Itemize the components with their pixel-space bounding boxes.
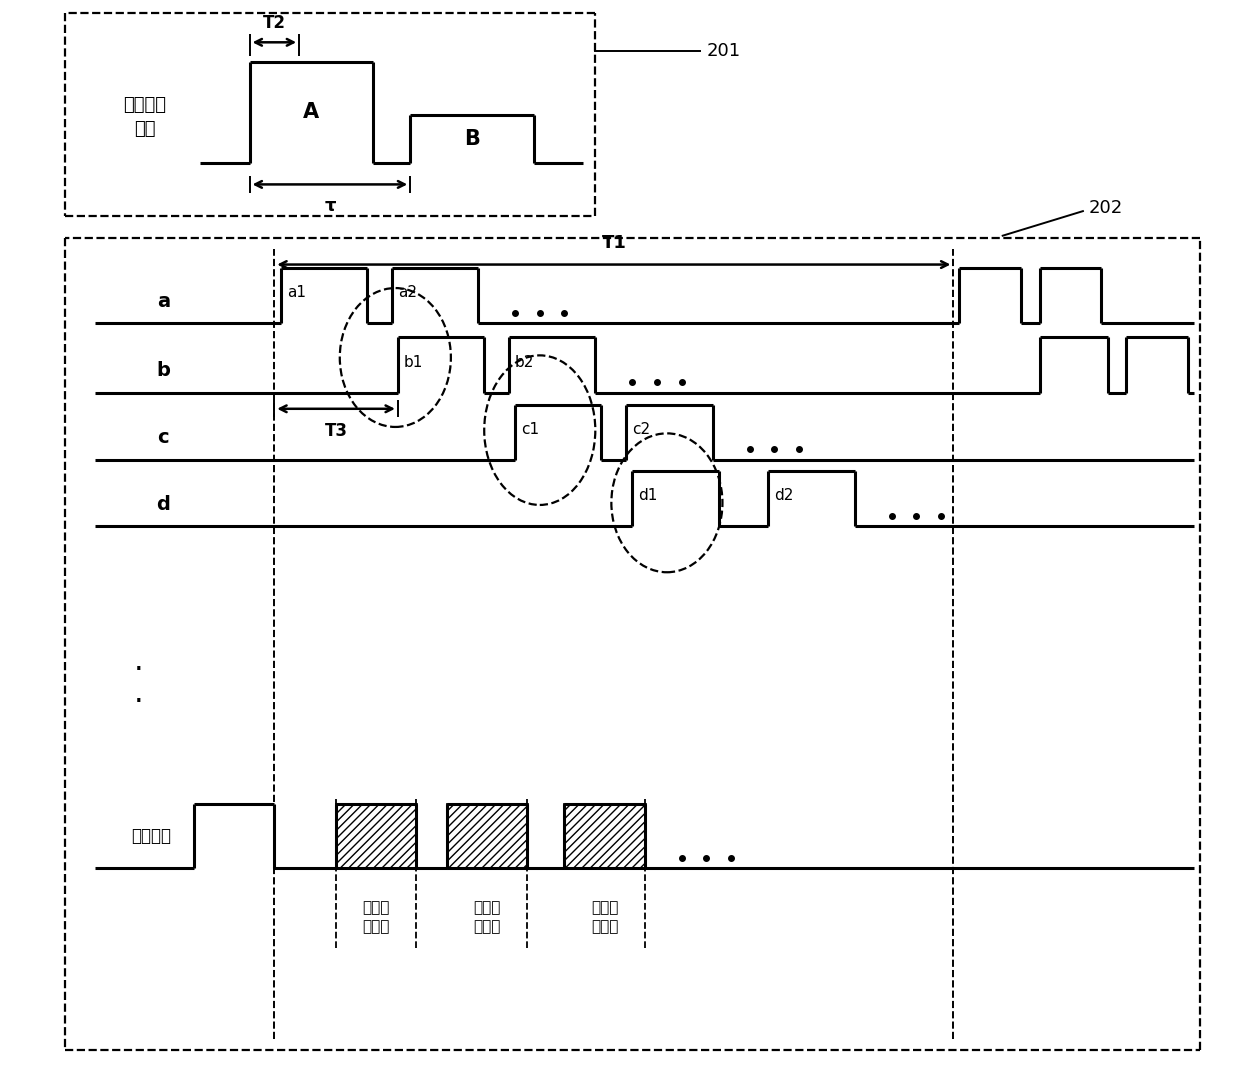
Text: d1: d1	[639, 489, 658, 504]
Text: d: d	[156, 495, 170, 513]
Text: ·: ·	[134, 656, 144, 685]
Text: B: B	[464, 129, 480, 149]
Text: a: a	[156, 291, 170, 310]
Text: 201: 201	[707, 42, 740, 60]
Text: 第三扰
动信号: 第三扰 动信号	[591, 900, 619, 934]
Text: b: b	[156, 361, 170, 380]
Text: ·: ·	[134, 688, 144, 717]
Text: T2: T2	[263, 14, 286, 31]
Bar	[448, 804, 527, 868]
Text: c: c	[157, 429, 169, 448]
Text: c2: c2	[632, 422, 651, 437]
Text: T1: T1	[601, 234, 626, 251]
Text: b1: b1	[404, 354, 423, 369]
Bar	[336, 804, 417, 868]
Text: 干涉信号: 干涉信号	[131, 827, 171, 845]
Text: A: A	[304, 102, 320, 122]
Text: a1: a1	[286, 286, 306, 301]
Text: 输入光脉
冲对: 输入光脉 冲对	[123, 97, 166, 137]
Text: d2: d2	[774, 489, 794, 504]
Text: 第二扰
动信号: 第二扰 动信号	[474, 900, 501, 934]
Bar	[564, 804, 645, 868]
Text: 第一扰
动信号: 第一扰 动信号	[362, 900, 389, 934]
Text: c1: c1	[521, 422, 539, 437]
Text: T3: T3	[325, 422, 347, 439]
Text: τ: τ	[324, 198, 336, 215]
Text: a2: a2	[398, 286, 417, 301]
Text: b2: b2	[515, 354, 534, 369]
Text: 202: 202	[1089, 199, 1123, 217]
